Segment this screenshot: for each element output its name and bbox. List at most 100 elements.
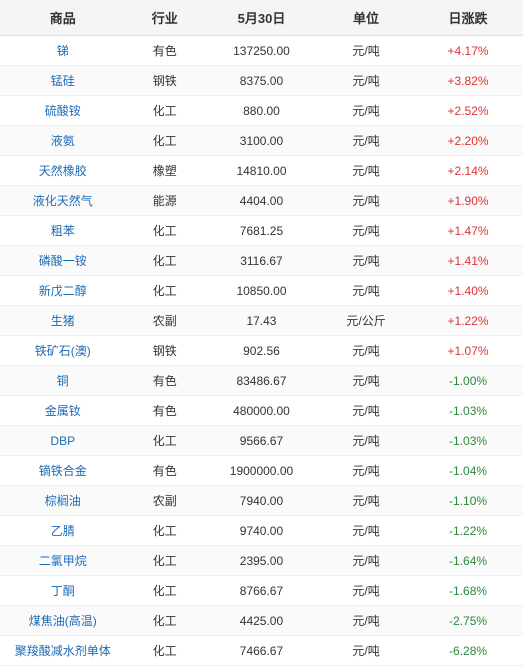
commodity-price-table: 商品 行业 5月30日 单位 日涨跌 锑有色137250.00元/吨+4.17%… [0,0,523,666]
cell-industry: 化工 [126,216,204,246]
cell-unit: 元/吨 [319,336,413,366]
cell-industry: 化工 [126,276,204,306]
table-row: 天然橡胶橡塑14810.00元/吨+2.14% [0,156,523,186]
cell-industry: 有色 [126,456,204,486]
cell-unit: 元/吨 [319,186,413,216]
cell-product: 新戊二醇 [0,276,126,306]
cell-price: 9740.00 [204,516,319,546]
cell-industry: 化工 [126,546,204,576]
cell-industry: 化工 [126,246,204,276]
cell-unit: 元/吨 [319,396,413,426]
cell-price: 3116.67 [204,246,319,276]
table-row: 液氨化工3100.00元/吨+2.20% [0,126,523,156]
table-row: 铜有色83486.67元/吨-1.00% [0,366,523,396]
cell-industry: 钢铁 [126,336,204,366]
cell-change: -1.03% [413,426,523,456]
cell-change: -1.64% [413,546,523,576]
cell-price: 9566.67 [204,426,319,456]
cell-change: +1.40% [413,276,523,306]
cell-unit: 元/吨 [319,36,413,66]
cell-industry: 有色 [126,396,204,426]
cell-industry: 化工 [126,516,204,546]
cell-industry: 有色 [126,366,204,396]
cell-price: 7681.25 [204,216,319,246]
cell-unit: 元/吨 [319,606,413,636]
cell-product: 铁矿石(澳) [0,336,126,366]
table-row: 二氯甲烷化工2395.00元/吨-1.64% [0,546,523,576]
cell-product: 二氯甲烷 [0,546,126,576]
table-header-row: 商品 行业 5月30日 单位 日涨跌 [0,0,523,36]
header-unit: 单位 [319,0,413,36]
cell-product: 乙腈 [0,516,126,546]
cell-price: 8375.00 [204,66,319,96]
cell-unit: 元/吨 [319,156,413,186]
cell-price: 7940.00 [204,486,319,516]
cell-price: 17.43 [204,306,319,336]
cell-price: 880.00 [204,96,319,126]
cell-change: -1.68% [413,576,523,606]
cell-unit: 元/吨 [319,66,413,96]
cell-product: 棕榈油 [0,486,126,516]
cell-change: +1.22% [413,306,523,336]
cell-change: -2.75% [413,606,523,636]
table-row: 铁矿石(澳)钢铁902.56元/吨+1.07% [0,336,523,366]
table-row: 聚羧酸减水剂单体化工7466.67元/吨-6.28% [0,636,523,666]
cell-product: 天然橡胶 [0,156,126,186]
cell-unit: 元/吨 [319,456,413,486]
cell-product: 锰硅 [0,66,126,96]
table-row: 金属钕有色480000.00元/吨-1.03% [0,396,523,426]
cell-unit: 元/吨 [319,126,413,156]
table-row: 镝铁合金有色1900000.00元/吨-1.04% [0,456,523,486]
cell-industry: 钢铁 [126,66,204,96]
cell-price: 137250.00 [204,36,319,66]
cell-change: -1.00% [413,366,523,396]
cell-price: 7466.67 [204,636,319,666]
cell-product: 生猪 [0,306,126,336]
cell-industry: 化工 [126,576,204,606]
cell-change: -1.10% [413,486,523,516]
cell-product: 硫酸铵 [0,96,126,126]
cell-industry: 有色 [126,36,204,66]
cell-product: 聚羧酸减水剂单体 [0,636,126,666]
cell-price: 14810.00 [204,156,319,186]
cell-price: 3100.00 [204,126,319,156]
cell-product: 液化天然气 [0,186,126,216]
cell-product: 金属钕 [0,396,126,426]
cell-product: 煤焦油(高温) [0,606,126,636]
cell-change: +3.82% [413,66,523,96]
cell-change: +2.20% [413,126,523,156]
header-change: 日涨跌 [413,0,523,36]
cell-industry: 能源 [126,186,204,216]
cell-change: +1.41% [413,246,523,276]
cell-price: 902.56 [204,336,319,366]
table-row: 磷酸一铵化工3116.67元/吨+1.41% [0,246,523,276]
cell-industry: 化工 [126,606,204,636]
cell-price: 2395.00 [204,546,319,576]
table-row: 煤焦油(高温)化工4425.00元/吨-2.75% [0,606,523,636]
cell-unit: 元/吨 [319,426,413,456]
cell-unit: 元/吨 [319,486,413,516]
cell-product: 铜 [0,366,126,396]
cell-unit: 元/公斤 [319,306,413,336]
cell-unit: 元/吨 [319,246,413,276]
table-row: 生猪农副17.43元/公斤+1.22% [0,306,523,336]
cell-change: +4.17% [413,36,523,66]
cell-price: 4404.00 [204,186,319,216]
cell-product: 丁酮 [0,576,126,606]
table-row: 乙腈化工9740.00元/吨-1.22% [0,516,523,546]
cell-industry: 化工 [126,126,204,156]
table-row: 丁酮化工8766.67元/吨-1.68% [0,576,523,606]
table-row: 锰硅钢铁8375.00元/吨+3.82% [0,66,523,96]
table-row: 粗苯化工7681.25元/吨+1.47% [0,216,523,246]
cell-unit: 元/吨 [319,636,413,666]
cell-price: 83486.67 [204,366,319,396]
cell-industry: 化工 [126,426,204,456]
cell-industry: 化工 [126,96,204,126]
cell-change: -1.03% [413,396,523,426]
table-row: 锑有色137250.00元/吨+4.17% [0,36,523,66]
cell-change: -1.04% [413,456,523,486]
cell-change: +1.47% [413,216,523,246]
table-row: 新戊二醇化工10850.00元/吨+1.40% [0,276,523,306]
cell-unit: 元/吨 [319,546,413,576]
cell-industry: 农副 [126,306,204,336]
